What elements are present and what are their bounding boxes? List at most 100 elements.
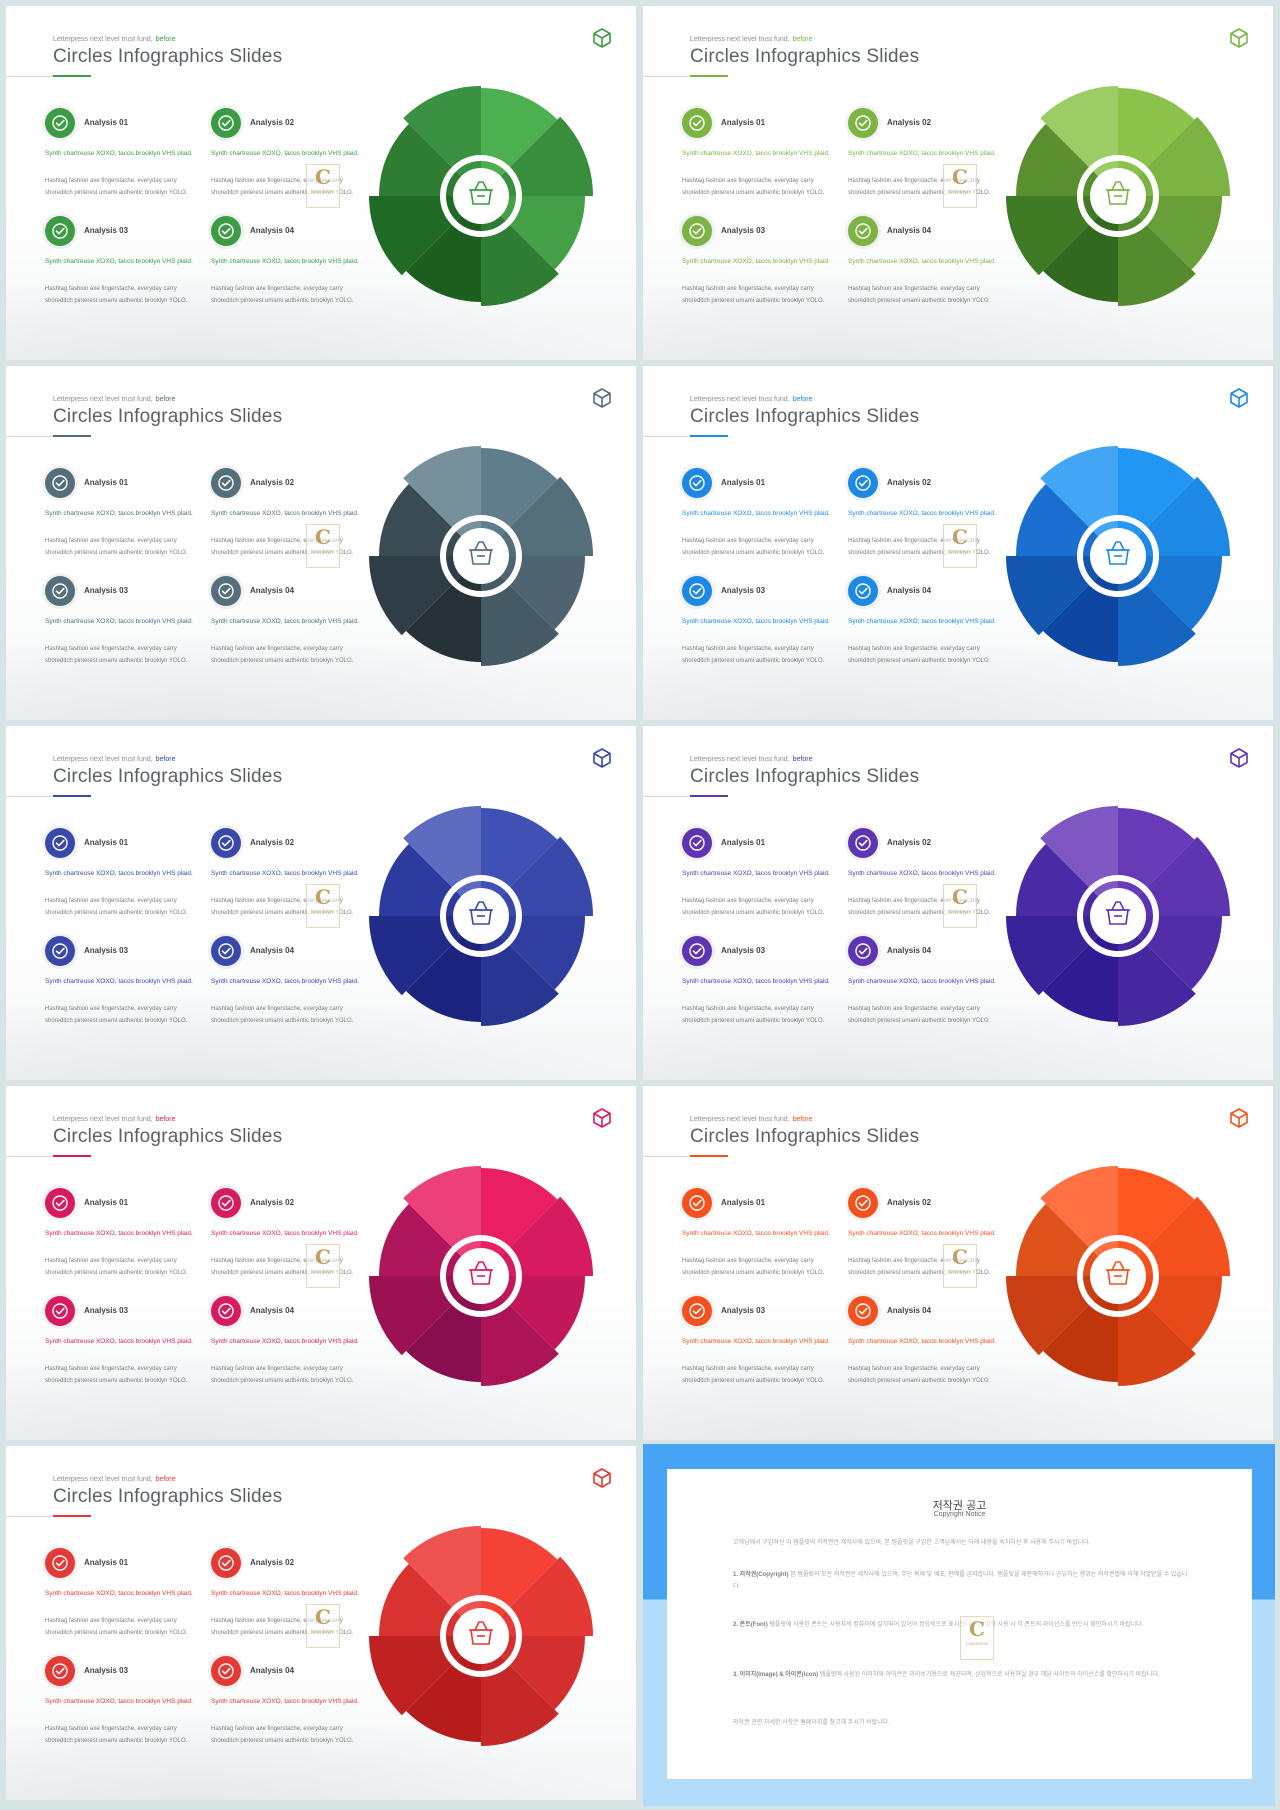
wheel-segment xyxy=(1040,806,1118,916)
center-ring xyxy=(440,875,522,957)
check-circle-icon xyxy=(45,1296,75,1326)
check-circle-icon xyxy=(211,1188,241,1218)
slide-red: Letterpress next level trust fund, before… xyxy=(6,1446,636,1800)
wheel-segment xyxy=(369,196,481,276)
analysis-label: Analysis 04 xyxy=(250,226,295,235)
wheel-segment xyxy=(1118,556,1196,666)
center-ring xyxy=(440,155,522,237)
wheel-segment xyxy=(406,1276,481,1382)
check-circle-icon xyxy=(45,828,75,858)
title-underline xyxy=(6,76,91,77)
wheel-segment xyxy=(1118,476,1230,556)
analysis-label: Analysis 02 xyxy=(250,478,295,487)
title-accent-bar xyxy=(53,75,91,77)
wheel-segment xyxy=(403,806,481,916)
check-circle-icon xyxy=(848,1296,878,1326)
slide-title: Circles Infographics Slides xyxy=(53,406,283,427)
supertitle: Letterpress next level trust fund, before xyxy=(690,1116,813,1123)
basket-icon xyxy=(1106,901,1130,925)
wheel-segment xyxy=(481,836,593,916)
analysis-description: Hashtag fashion axe fingerstache, everyd… xyxy=(211,178,354,196)
check-circle-icon xyxy=(682,1296,712,1326)
wheel-segment xyxy=(1118,836,1230,916)
supertitle: Letterpress next level trust fund, before xyxy=(690,396,813,403)
box-cube-icon xyxy=(590,1466,614,1490)
analysis-description: Hashtag fashion axe fingerstache, everyd… xyxy=(848,1006,991,1024)
wheel-segment xyxy=(481,1196,593,1276)
analysis-subtitle: Synth chartreuse XOXO, tacos brooklyn VH… xyxy=(211,870,359,877)
analysis-subtitle: Synth chartreuse XOXO, tacos brooklyn VH… xyxy=(682,978,830,985)
supertitle: Letterpress next level trust fund, before xyxy=(53,1476,176,1483)
analysis-description: Hashtag fashion axe fingerstache, everyd… xyxy=(682,898,825,916)
check-circle-icon xyxy=(211,1296,241,1326)
wheel-segment xyxy=(403,1166,481,1276)
analysis-label: Analysis 03 xyxy=(84,946,129,955)
slide-blue: Letterpress next level trust fund, before… xyxy=(643,366,1273,720)
check-circle-icon xyxy=(211,468,241,498)
check-circle-icon xyxy=(848,936,878,966)
title-underline xyxy=(6,796,91,797)
wheel-segment xyxy=(1118,1168,1195,1276)
notice-paragraph: 고객님께서 구입하신 이 템플릿의 저작권은 제작사에 있으며, 본 템플릿을 … xyxy=(733,1540,1091,1546)
box-cube-icon xyxy=(590,386,614,410)
title-accent-bar xyxy=(690,1155,728,1157)
analysis-subtitle: Synth chartreuse XOXO, tacos brooklyn VH… xyxy=(211,510,359,517)
analysis-label: Analysis 01 xyxy=(721,478,766,487)
analysis-label: Analysis 02 xyxy=(250,1198,295,1207)
wheel-segment xyxy=(1118,916,1196,1026)
notice-paragraph: 2. 폰트(Font) 템플릿에 사용된 폰트는 사용자의 컴퓨터에 설치되어 … xyxy=(733,1622,1144,1628)
analysis-subtitle: Synth chartreuse XOXO, tacos brooklyn VH… xyxy=(848,1230,996,1237)
wheel-segment xyxy=(369,916,481,996)
analysis-subtitle: Synth chartreuse XOXO, tacos brooklyn VH… xyxy=(848,618,996,625)
supertitle: Letterpress next level trust fund, before xyxy=(53,396,176,403)
center-ring xyxy=(440,515,522,597)
slide-title: Circles Infographics Slides xyxy=(53,46,283,67)
title-underline xyxy=(643,796,728,797)
analysis-description: Hashtag fashion axe fingerstache, everyd… xyxy=(682,1366,825,1384)
wheel-segment xyxy=(1016,483,1118,556)
analysis-description: Hashtag fashion axe fingerstache, everyd… xyxy=(682,538,825,556)
analysis-label: Analysis 02 xyxy=(250,1558,295,1567)
check-circle-icon xyxy=(682,576,712,606)
basket-icon xyxy=(469,541,493,565)
title-accent-bar xyxy=(690,795,728,797)
box-cube-icon xyxy=(1227,26,1251,50)
wheel-segment xyxy=(481,1528,558,1636)
analysis-subtitle: Synth chartreuse XOXO, tacos brooklyn VH… xyxy=(45,1338,193,1345)
wheel-segment xyxy=(403,1526,481,1636)
analysis-description: Hashtag fashion axe fingerstache, everyd… xyxy=(682,286,825,304)
analysis-subtitle: Synth chartreuse XOXO, tacos brooklyn VH… xyxy=(682,1338,830,1345)
analysis-label: Analysis 03 xyxy=(84,1666,129,1675)
analysis-subtitle: Synth chartreuse XOXO, tacos brooklyn VH… xyxy=(45,618,193,625)
slide-purple: Letterpress next level trust fund, before… xyxy=(643,726,1273,1080)
wheel-segment xyxy=(403,86,481,196)
analysis-subtitle: Synth chartreuse XOXO, tacos brooklyn VH… xyxy=(682,618,830,625)
analysis-description: Hashtag fashion axe fingerstache, everyd… xyxy=(848,646,991,664)
analysis-description: Hashtag fashion axe fingerstache, everyd… xyxy=(45,646,188,664)
analysis-label: Analysis 01 xyxy=(84,118,129,127)
wheel-segment xyxy=(1043,556,1118,662)
slide-slate: Letterpress next level trust fund, before… xyxy=(6,366,636,720)
wheel-segment xyxy=(1118,448,1195,556)
wheel-segment xyxy=(1118,88,1195,196)
wheel-segment xyxy=(481,916,585,990)
check-circle-icon xyxy=(45,1548,75,1578)
check-circle-icon xyxy=(682,468,712,498)
analysis-subtitle: Synth chartreuse XOXO, tacos brooklyn VH… xyxy=(682,510,830,517)
slide-green: Letterpress next level trust fund, before… xyxy=(6,6,636,360)
check-circle-icon xyxy=(848,1188,878,1218)
notice-paragraph: 1. 저작권(Copyright) 본 템플릿의 모든 저작권은 제작사에 있으… xyxy=(733,1572,1188,1590)
analysis-subtitle: Synth chartreuse XOXO, tacos brooklyn VH… xyxy=(211,150,359,157)
wheel-segment xyxy=(379,1203,481,1276)
check-circle-icon xyxy=(682,828,712,858)
check-circle-icon xyxy=(45,936,75,966)
wheel-segment xyxy=(481,88,558,196)
center-ring xyxy=(1077,875,1159,957)
check-circle-icon xyxy=(211,1656,241,1686)
check-circle-icon xyxy=(848,216,878,246)
analysis-label: Analysis 01 xyxy=(721,118,766,127)
basket-icon xyxy=(1106,541,1130,565)
analysis-description: Hashtag fashion axe fingerstache, everyd… xyxy=(682,1258,825,1276)
wheel-segment xyxy=(1040,86,1118,196)
wheel-segment xyxy=(1006,196,1118,276)
